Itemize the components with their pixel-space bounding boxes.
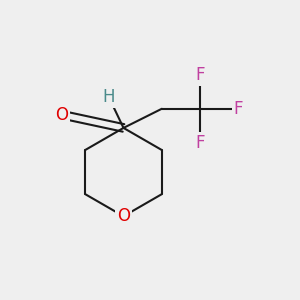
Text: F: F xyxy=(195,66,205,84)
Text: O: O xyxy=(117,207,130,225)
Text: O: O xyxy=(55,106,68,124)
Text: F: F xyxy=(234,100,243,118)
Text: H: H xyxy=(103,88,115,106)
Text: F: F xyxy=(195,134,205,152)
